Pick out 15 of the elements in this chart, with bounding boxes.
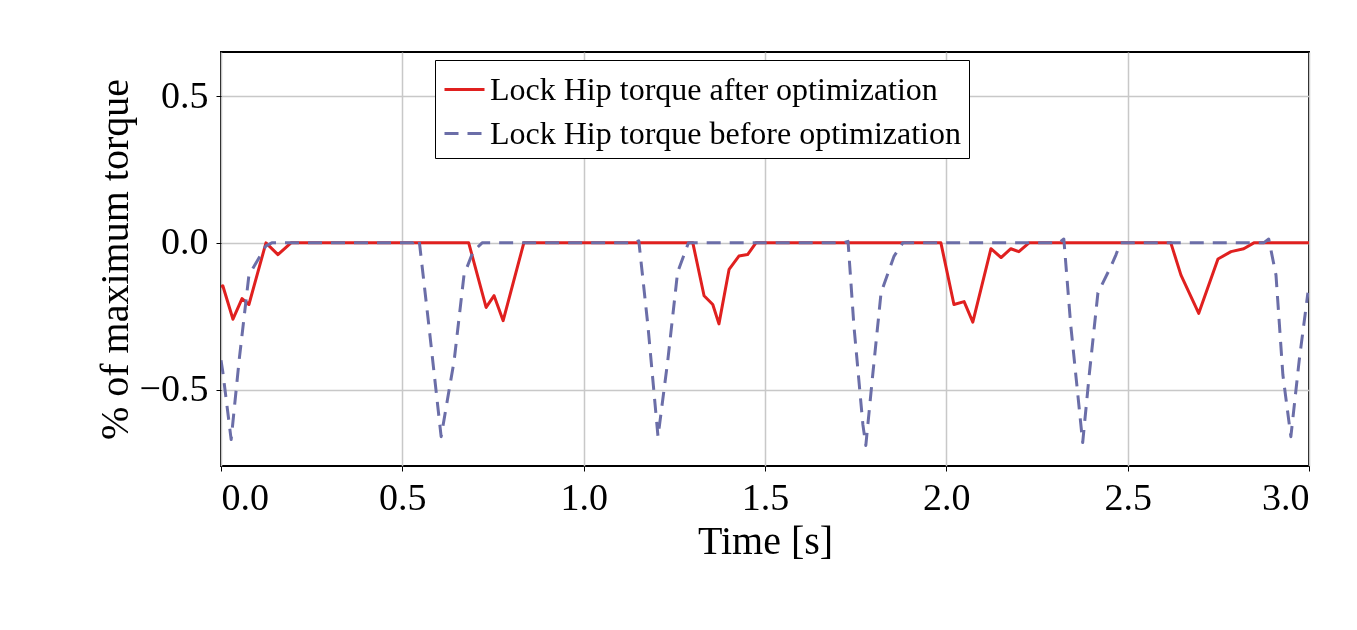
- y-tick-label: 0.0: [161, 220, 209, 263]
- line-series: [221, 237, 1309, 447]
- y-tick-label: 0.5: [161, 73, 209, 116]
- x-tick-label: 0.0: [221, 475, 269, 518]
- legend-label: Lock Hip torque after optimization: [490, 70, 938, 107]
- x-tick-label: 2.0: [923, 475, 971, 518]
- x-tick-label: 0.5: [379, 475, 427, 518]
- x-tick-label: 3.0: [1262, 475, 1310, 518]
- legend-label: Lock Hip torque before optimization: [490, 114, 961, 151]
- x-tick-label: 2.5: [1104, 475, 1152, 518]
- x-axis-title: Time [s]: [697, 517, 834, 563]
- y-axis-title: % of maximum torque: [91, 78, 137, 441]
- x-tick-label: 1.5: [741, 475, 790, 518]
- x-tick-label: 1.0: [560, 475, 608, 518]
- y-tick-label: −0.5: [139, 367, 209, 410]
